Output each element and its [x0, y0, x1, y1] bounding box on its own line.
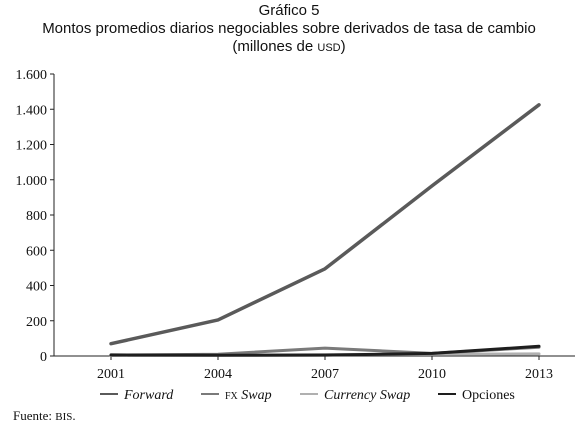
x-tick-label: 2010 — [418, 367, 446, 382]
y-tick-label: 800 — [26, 209, 47, 224]
y-tick-label: 1.600 — [16, 68, 48, 83]
y-tick-label: 1.200 — [16, 139, 48, 154]
y-tick-label: 1.400 — [16, 103, 48, 118]
legend-label-name: Currency Swap — [324, 388, 410, 403]
chart-title-block: Gráfico 5 Montos promedios diarios negoc… — [0, 2, 578, 57]
chart-title-number: Gráfico 5 — [258, 2, 320, 19]
subtitle-prefix: (millones de — [232, 38, 318, 55]
legend-label: Forward — [123, 388, 174, 403]
x-tick-label: 2007 — [311, 367, 339, 382]
y-tick-label: 400 — [26, 280, 47, 295]
source-label: Fuente: — [13, 408, 56, 423]
source-value: BIS — [55, 411, 73, 423]
series-line-forward — [109, 103, 541, 346]
x-tick-label: 2001 — [97, 367, 125, 382]
legend-label-prefix: FX — [225, 391, 239, 402]
chart-subtitle: (millones de USD) — [0, 38, 578, 57]
y-tick-label: 600 — [26, 244, 47, 259]
source-end: . — [72, 408, 76, 423]
x-tick-label: 2004 — [204, 367, 232, 382]
legend-label-name: Swap — [238, 388, 272, 403]
legend-label: Currency Swap — [324, 388, 410, 403]
source-note: Fuente: BIS. — [13, 408, 76, 424]
chart-title: Montos promedios diarios negociables sob… — [42, 20, 536, 37]
y-tick-label: 1.000 — [16, 174, 48, 189]
y-tick-label: 0 — [40, 350, 47, 365]
legend-label: Opciones — [462, 388, 515, 403]
x-tick-label: 2013 — [525, 367, 553, 382]
legend-label: FX Swap — [225, 388, 272, 403]
legend-label-name: Forward — [123, 388, 174, 403]
subtitle-unit: USD — [317, 42, 341, 54]
subtitle-suffix: ) — [340, 38, 346, 55]
series-line-opciones — [109, 344, 541, 357]
legend-label-name: Opciones — [462, 388, 515, 403]
y-tick-label: 200 — [26, 315, 47, 330]
